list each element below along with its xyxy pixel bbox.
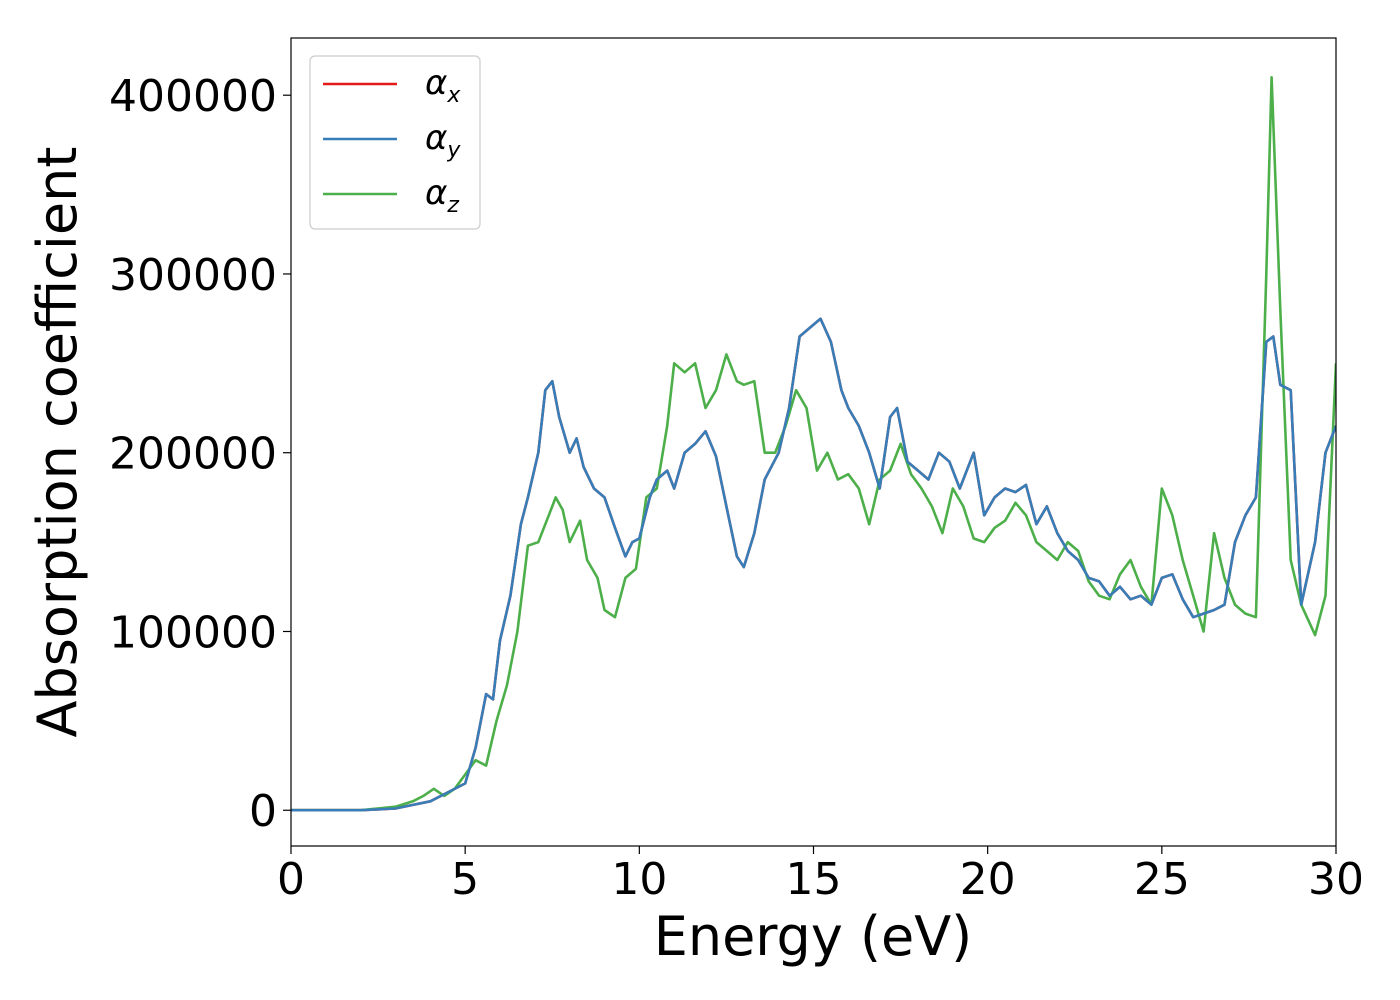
- y-tick-label: 100000: [109, 607, 277, 658]
- x-tick-label: 30: [1308, 854, 1364, 905]
- x-tick-label: 10: [611, 854, 667, 905]
- x-tick-label: 25: [1134, 854, 1190, 905]
- y-tick-label: 300000: [109, 250, 277, 301]
- y-tick-label: 400000: [109, 71, 277, 122]
- x-tick-label: 20: [960, 854, 1016, 905]
- x-tick-label: 5: [451, 854, 479, 905]
- x-tick-label: 0: [277, 854, 305, 905]
- series-line-z: [291, 76, 1336, 812]
- legend-box: [309, 55, 481, 230]
- y-axis-label: Absorption coefficient: [26, 147, 89, 738]
- legend-label-y: αy: [425, 118, 461, 163]
- x-tick-label: 15: [786, 854, 842, 905]
- legend-label-x: αx: [425, 63, 461, 108]
- y-tick-label: 0: [249, 786, 277, 837]
- series-line-y: [291, 317, 1336, 812]
- x-axis-label: Energy (eV): [654, 905, 973, 968]
- y-tick-label: 200000: [109, 429, 277, 480]
